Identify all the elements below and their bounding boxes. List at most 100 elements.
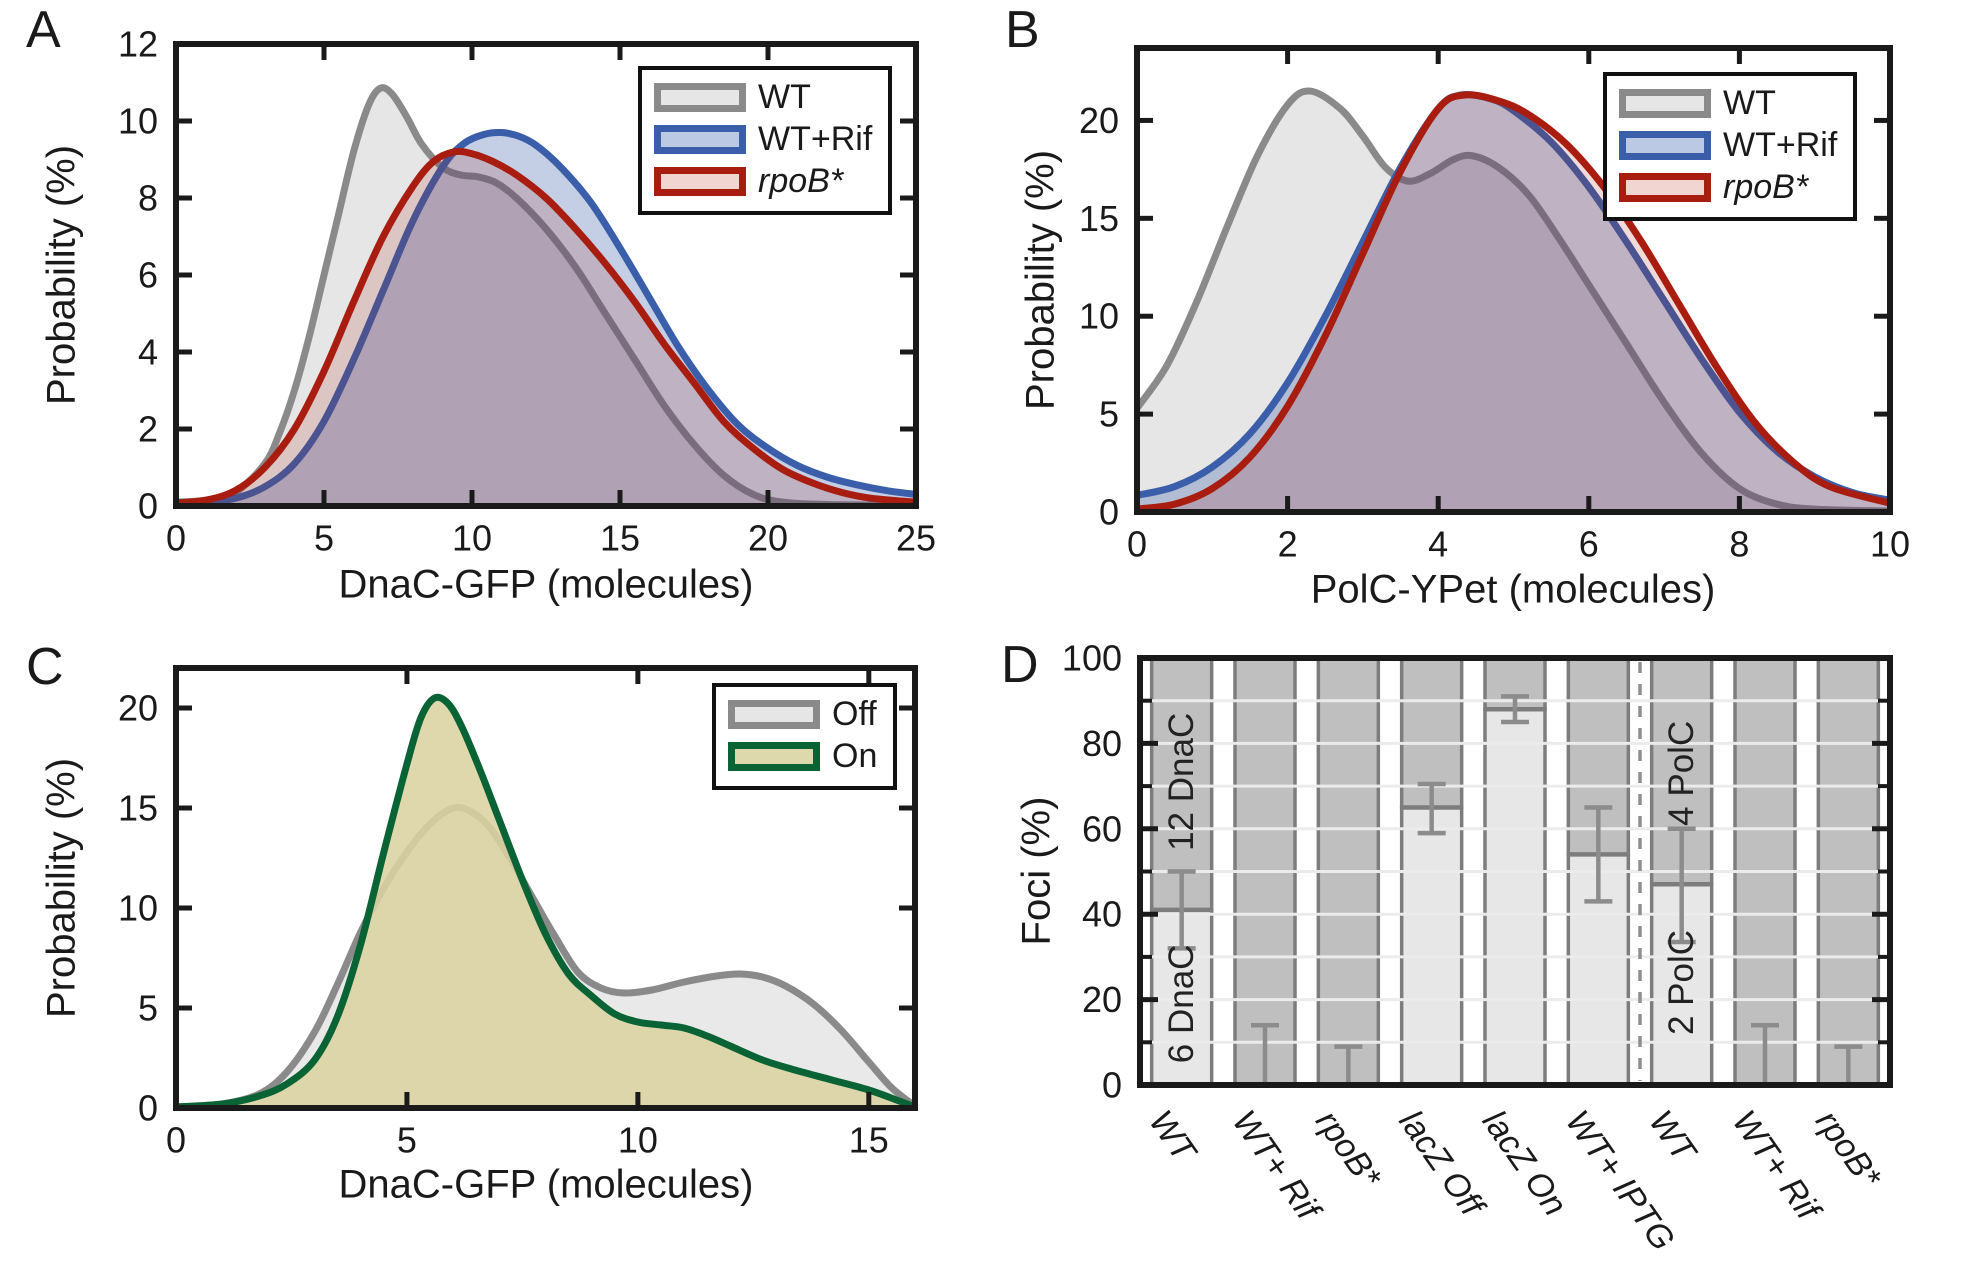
series-line-WT+Rif xyxy=(176,128,916,506)
y-tick-label: 100 xyxy=(1062,638,1122,679)
y-tick-label: 10 xyxy=(118,888,158,929)
panel-c-legend: Off On xyxy=(712,683,898,790)
bar-annotation: 2 PolC xyxy=(1662,930,1701,1035)
y-tick-label: 8 xyxy=(138,178,158,219)
series-fill-WT xyxy=(1137,91,1890,512)
panel-a-legend: WT WT+Rif rpoB* xyxy=(638,66,893,215)
y-tick-label: 40 xyxy=(1082,894,1122,935)
series-fill-rpoB* xyxy=(176,151,916,506)
plot-border xyxy=(1134,45,1893,515)
x-tick-label: 2 xyxy=(1278,523,1298,564)
curves-group xyxy=(176,693,915,1108)
x-tick-label: 15 xyxy=(849,1119,889,1160)
legend-swatch-icon xyxy=(728,742,820,771)
y-tick-label: 60 xyxy=(1082,808,1122,849)
x-tick-label: 4 xyxy=(1428,523,1448,564)
legend-swatch-icon xyxy=(1619,131,1711,160)
x-category-label: rpoB* xyxy=(1808,1104,1889,1197)
y-tick-label: 2 xyxy=(138,409,158,450)
legend-swatch-icon xyxy=(728,700,820,729)
curves-group xyxy=(1137,87,1890,512)
y-tick-label: 15 xyxy=(118,788,158,829)
legend-item-Off: Off xyxy=(728,695,877,734)
panel-b-legend: WT WT+Rif rpoB* xyxy=(1603,72,1858,221)
y-tick-label: 80 xyxy=(1082,723,1122,764)
y-tick-label: 6 xyxy=(138,255,158,296)
legend-swatch-icon xyxy=(654,125,746,154)
y-tick-label: 0 xyxy=(138,1088,158,1129)
legend-label: rpoB* xyxy=(1723,168,1809,206)
x-tick-label: 0 xyxy=(1127,523,1147,564)
legend-swatch-icon xyxy=(1619,89,1711,118)
legend-item-rpoB*: rpoB* xyxy=(1619,168,1837,207)
y-tick-label: 20 xyxy=(1082,979,1122,1020)
legend-label: WT xyxy=(1723,84,1776,122)
x-tick-label: 0 xyxy=(166,517,186,558)
panel-b-letter: B xyxy=(1005,1,1040,59)
panel-c-letter: C xyxy=(26,638,64,696)
bar-light-3 xyxy=(1399,805,1464,1087)
y-tick-label: 20 xyxy=(1079,100,1119,141)
legend-label: WT xyxy=(758,78,811,116)
legend-item-WT: WT xyxy=(654,78,872,117)
panel-d: D Foci (%) 6 DnaC 12 DnaC 2 PolC 4 PolC 0 20 4… xyxy=(985,633,1971,1267)
y-tick-label: 0 xyxy=(1102,1065,1122,1106)
x-category-label: rpoB* xyxy=(1308,1104,1389,1197)
panel-b-x-axis-label: PolC-YPet (molecules) xyxy=(1310,567,1716,612)
legend-swatch-icon xyxy=(1619,173,1711,202)
panel-c-x-axis-label: DnaC-GFP (molecules) xyxy=(338,1162,754,1207)
bar-annotation: 4 PolC xyxy=(1662,721,1701,826)
x-tick-label: 5 xyxy=(397,1119,417,1160)
legend-item-rpoB*: rpoB* xyxy=(654,162,872,201)
panel-d-chart-canvas: 6 DnaC 12 DnaC 2 PolC 4 PolC 0 20 40 60 80 100 WT W… xyxy=(1062,638,1893,1258)
x-tick-label: 20 xyxy=(748,517,788,558)
x-category-label: WT xyxy=(1641,1104,1704,1171)
legend-label: On xyxy=(832,737,878,775)
x-tick-label: 10 xyxy=(618,1119,658,1160)
bar-annotation: 12 DnaC xyxy=(1162,713,1201,851)
bar-light-4 xyxy=(1483,707,1547,1087)
y-tick-label: 10 xyxy=(118,101,158,142)
y-tick-label: 12 xyxy=(118,24,158,65)
bar-annotation: 6 DnaC xyxy=(1162,945,1201,1064)
legend-label: WT+Rif xyxy=(758,120,873,158)
x-tick-label: 10 xyxy=(1870,523,1910,564)
x-tick-label: 10 xyxy=(452,517,492,558)
series-fill-rpoB* xyxy=(1137,94,1890,512)
panel-d-letter: D xyxy=(1001,636,1039,694)
x-category-label: lacZ Off xyxy=(1391,1104,1492,1226)
y-tick-label: 5 xyxy=(138,988,158,1029)
series-line-WT xyxy=(1137,87,1890,512)
panel-a-chart-canvas: 0 5 10 15 20 25 0 2 4 6 8 10 12 xyxy=(118,24,936,559)
series-line-rpoB* xyxy=(176,147,916,506)
series-line-rpoB* xyxy=(1137,91,1890,512)
x-tick-label: 5 xyxy=(314,517,334,558)
series-line-On xyxy=(176,693,915,1108)
legend-label: WT+Rif xyxy=(1723,126,1838,164)
legend-label: rpoB* xyxy=(758,162,844,200)
panel-b: B Probability (%) PolC-YPet (molecules) … xyxy=(985,0,1971,633)
curves-group xyxy=(176,84,916,506)
panel-c: C Probability (%) DnaC-GFP (molecules) 0… xyxy=(0,633,985,1267)
error-bars xyxy=(1167,694,1863,1085)
x-tick-label: 6 xyxy=(1579,523,1599,564)
plot-border xyxy=(173,665,918,1111)
panel-a-letter: A xyxy=(26,1,61,59)
legend-swatch-icon xyxy=(654,83,746,112)
legend-item-On: On xyxy=(728,737,877,776)
legend-item-WT+Rif: WT+Rif xyxy=(1619,126,1837,165)
y-tick-label: 0 xyxy=(1099,492,1119,533)
x-tick-label: 25 xyxy=(896,517,936,558)
series-fill-WT xyxy=(176,87,916,506)
series-fill-WT+Rif xyxy=(1137,94,1890,512)
legend-item-WT+Rif: WT+Rif xyxy=(654,120,872,159)
legend-item-WT: WT xyxy=(1619,84,1837,123)
legend-swatch-icon xyxy=(654,167,746,196)
x-tick-label: 15 xyxy=(600,517,640,558)
panel-b-chart-canvas: 0 2 4 6 8 10 0 5 10 15 20 xyxy=(1079,45,1910,564)
y-tick-label: 0 xyxy=(138,486,158,527)
y-tick-label: 20 xyxy=(118,688,158,729)
series-fill-On xyxy=(176,697,915,1108)
panel-c-chart-canvas: 0 5 10 15 0 5 10 15 20 xyxy=(118,665,918,1160)
